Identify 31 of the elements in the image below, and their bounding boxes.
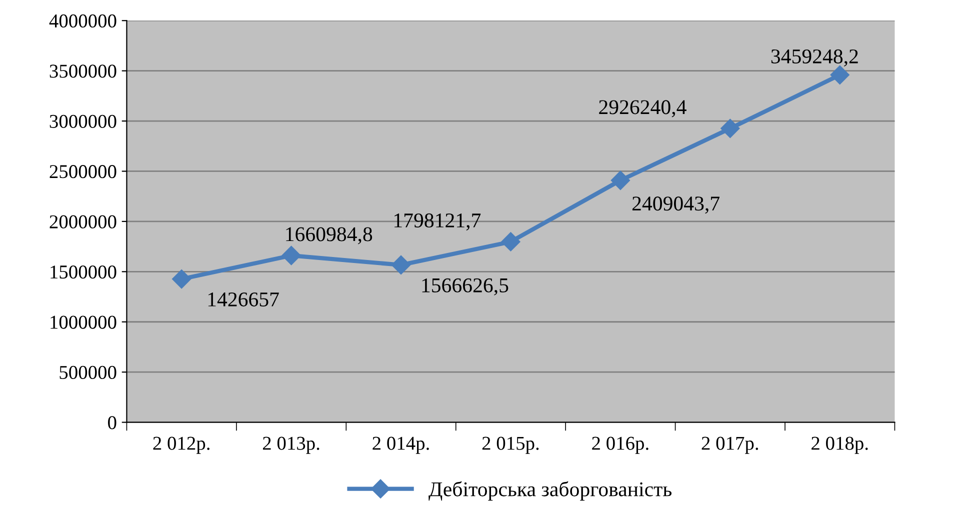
y-tick-label: 3000000: [50, 114, 116, 128]
data-label: 1566626,5: [422, 278, 508, 296]
legend-label: Дебіторська заборгованість: [428, 481, 672, 501]
y-tick-label: 1000000: [50, 316, 116, 329]
data-label: 1660984,8: [286, 227, 372, 244]
y-tick-label: 0: [108, 416, 116, 430]
point: [501, 232, 520, 252]
point: [391, 255, 411, 275]
data-label: 3459248,2: [771, 49, 858, 66]
x-tick-label: 2 014р.: [372, 436, 429, 454]
x-tick-label: 2 012р.: [153, 436, 210, 454]
point: [830, 65, 850, 84]
x-tick-label: 2 013р.: [262, 436, 320, 454]
y-tick-label: 4000000: [49, 14, 116, 28]
x-tick-label: 2 018р.: [812, 436, 868, 454]
point: [610, 170, 630, 190]
point: [172, 269, 192, 289]
y-tick-label: 500000: [60, 366, 116, 380]
x-tick-label: 2 017р.: [702, 436, 758, 454]
x-tick-label: 2 015р.: [482, 436, 539, 454]
point: [720, 118, 740, 138]
data-label: 1798121,7: [394, 213, 481, 230]
point: [282, 246, 301, 266]
y-tick-label: 1500000: [50, 265, 116, 279]
data-label: 2926240,4: [599, 100, 686, 118]
data-label: 2409043,7: [632, 196, 720, 214]
y-tick-label: 2500000: [50, 165, 116, 178]
y-tick-label: 3500000: [50, 64, 116, 78]
y-tick-label: 2000000: [50, 215, 116, 228]
x-tick-label: 2 016р.: [592, 436, 648, 454]
data-label: 1426657: [208, 292, 279, 306]
